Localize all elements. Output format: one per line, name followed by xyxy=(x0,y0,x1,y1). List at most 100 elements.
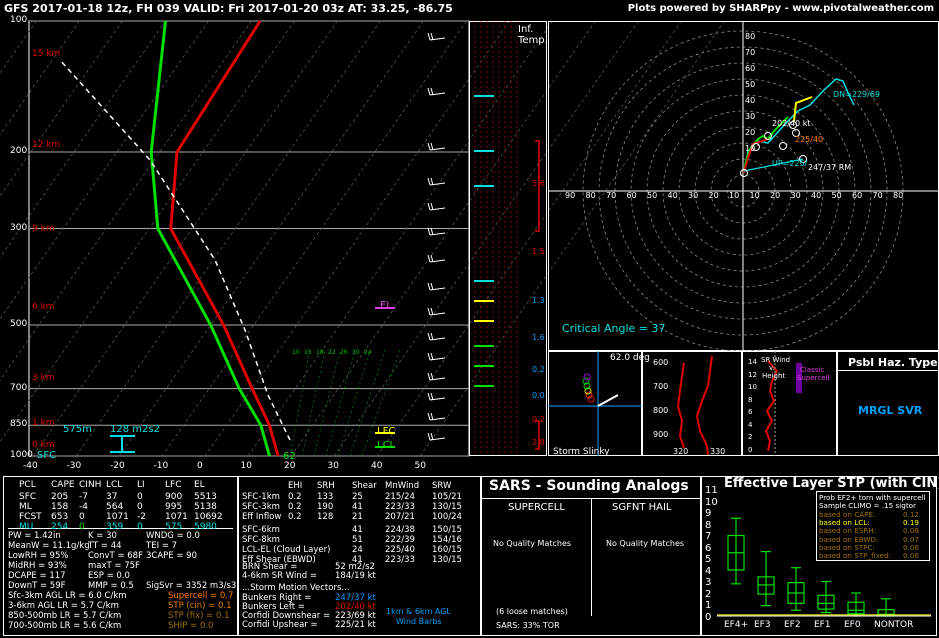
stp-legend xyxy=(816,491,930,561)
sr-note1: Classic xyxy=(800,366,825,374)
stp-ytick: 2 xyxy=(705,588,712,600)
stp-ytick: 3 xyxy=(705,577,712,588)
hodo-rm-label: 247/37 RM xyxy=(808,163,852,172)
srwind-panel xyxy=(742,351,837,456)
sars-panel xyxy=(481,476,701,636)
mixratio-label: 18 xyxy=(316,349,324,356)
kin-header: EHI xyxy=(288,481,303,491)
stp-category: EF4+ xyxy=(724,620,749,630)
temp-tick-label: 30 xyxy=(327,461,339,471)
kin-cell: 154/16 xyxy=(432,535,462,545)
temp-tick-label: 20 xyxy=(284,461,296,471)
stp-ytick: 1 xyxy=(705,600,712,611)
kin-cell: 190 xyxy=(317,502,334,512)
sr-ytick: 10 xyxy=(748,383,757,391)
sr-ytick: 2 xyxy=(748,433,753,441)
infl-bracket xyxy=(535,140,540,232)
kin-cell: SFC-6km xyxy=(242,525,280,535)
kin-cell: 225/40 xyxy=(385,545,415,555)
mixratio-line xyxy=(325,349,356,457)
stp-legend-value: 0.19 xyxy=(903,517,920,527)
parcel-cell: 10692 xyxy=(194,512,223,522)
storm-motion-value: 247/37 kt xyxy=(335,593,376,603)
hodo-xtick: 40 xyxy=(811,191,822,200)
kinematic-panel xyxy=(238,476,481,636)
stp-legend-value: 0.08 xyxy=(903,526,920,536)
stp-box xyxy=(877,598,895,617)
theta-panel xyxy=(642,351,742,456)
kin-cell: SFC-8km xyxy=(242,535,280,545)
parcel-header: CAPE xyxy=(51,480,75,490)
kin-cell: 0.2 xyxy=(288,492,302,502)
thermo-line: DownT = 59F xyxy=(8,581,66,591)
storm-motion-label: Bunkers Left = xyxy=(242,602,305,612)
isotherm-line xyxy=(0,20,209,320)
stp-panel xyxy=(701,476,937,636)
stp-legend-item: based on LCL: xyxy=(819,517,870,527)
parcel-cell: 1071 xyxy=(106,512,129,522)
isotherm-line xyxy=(161,20,467,457)
hodo-marker xyxy=(779,142,787,150)
stp-ytick: 4 xyxy=(705,565,712,577)
parcel-cell: SFC xyxy=(19,492,37,502)
storm-slinky-label: Storm Slinky xyxy=(553,447,610,457)
stp-category: EF0 xyxy=(844,620,861,630)
theta-xtick: 330 xyxy=(710,447,726,456)
thermo-line: LowRH = 95% xyxy=(8,551,69,561)
inflection-panel xyxy=(469,21,547,456)
hodo-trace-low xyxy=(743,138,769,174)
kin-cell: 41 xyxy=(352,555,363,565)
barb-label1: 1km & 6km AGL xyxy=(386,607,451,616)
mixratio-line xyxy=(337,349,371,457)
composite-index: Supercell = 0.7 xyxy=(168,591,234,601)
thermo-line: WNDG = 0.0 xyxy=(146,531,200,541)
hodo-xtick: 70 xyxy=(606,191,617,200)
isotherm-line xyxy=(419,20,725,457)
thermo-line: MidRH = 93% xyxy=(8,561,67,571)
pressure-label: 700 xyxy=(10,382,28,393)
hodo-xtick: 70 xyxy=(872,191,883,200)
isotherm-line xyxy=(204,20,510,457)
smv-header: ...Storm Motion Vectors... xyxy=(242,583,350,593)
hazard-panel: Psbl Haz. Type MRGL SVR xyxy=(837,351,939,456)
composite-index: STP (cin) = 0.1 xyxy=(168,601,232,611)
wind-barb xyxy=(427,282,446,291)
parcel-cell: 0 xyxy=(137,522,143,532)
wind-barb xyxy=(427,372,446,381)
hodo-ytick: 50 xyxy=(745,80,756,89)
storm-motion-label: Corfidi Upshear = xyxy=(242,620,318,630)
temp-tick-label: -30 xyxy=(66,461,82,471)
composite-index: SHIP = 0.0 xyxy=(168,621,214,631)
stp-legend-item: based on STPC: xyxy=(819,542,875,552)
kin-cell: 0.2 xyxy=(288,512,302,522)
stp-ytick: 10 xyxy=(705,496,718,508)
thermo-line: TT = 44 xyxy=(88,541,122,551)
kin-cell: Eff Shear (EBWD) xyxy=(242,555,316,565)
hodo-dn-label: DN=229/69 xyxy=(833,90,880,99)
hodo-ytick: 10 xyxy=(745,144,756,153)
parcel-cell: 1071 xyxy=(165,512,188,522)
el-label: EL xyxy=(380,300,392,311)
kin-cell: 222/39 xyxy=(385,535,415,545)
kin-cell: 105/21 xyxy=(432,492,462,502)
infl-value: 1.5 xyxy=(532,247,545,256)
stp-legend-value: 0.12 xyxy=(903,509,920,519)
wind-barb xyxy=(427,32,446,41)
kin-cell: 150/15 xyxy=(432,525,462,535)
stp-category: EF1 xyxy=(814,620,831,630)
parcel-cell: -7 xyxy=(79,492,88,502)
mixratio-line xyxy=(361,349,401,457)
mixratio-label: 24 xyxy=(364,349,372,356)
hodo-xtick: 80 xyxy=(893,191,904,200)
storm-motion-value: 202/40 kt xyxy=(335,602,376,612)
parcel-cell: 254 xyxy=(51,522,69,532)
wind46-value: 184/19 kt xyxy=(335,571,376,581)
theta-xtick: 320 xyxy=(673,447,689,456)
stp-legend-item: based on CAPE: xyxy=(819,509,876,519)
sfc-height-label: 575m xyxy=(63,424,92,435)
stp-legend-value: 0.07 xyxy=(903,534,920,544)
parcel-cell: ML xyxy=(19,502,32,512)
hodo-xtick: 60 xyxy=(626,191,637,200)
stp-legend-item: based on EBWD: xyxy=(819,534,879,544)
hodo-ytick: 20 xyxy=(745,128,756,137)
